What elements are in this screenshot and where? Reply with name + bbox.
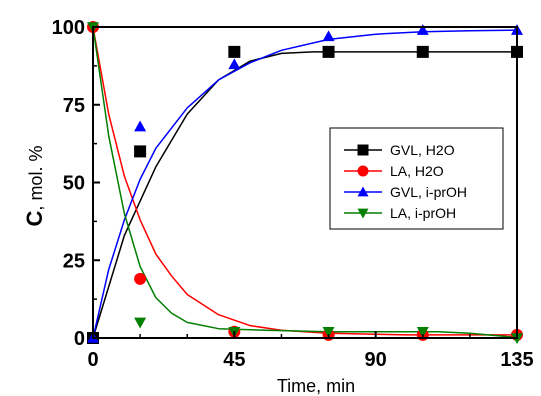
legend-marker (357, 165, 369, 177)
x-tick-label: 135 (500, 349, 533, 371)
legend-label: GVL, H2O (390, 142, 455, 158)
y-axis-title-unit: , mol. % (26, 146, 46, 211)
fit-curve-series-4 (92, 26, 518, 339)
data-point-series-1 (228, 45, 241, 58)
legend-label: LA, i-prOH (390, 205, 456, 221)
x-tick-label: 0 (87, 349, 98, 371)
y-axis-title: C, mol. % (22, 146, 47, 227)
data-point-series-1 (134, 145, 147, 158)
y-axis-title-main: C (22, 210, 47, 226)
y-tick-label: 100 (52, 17, 85, 39)
x-tick-label: 90 (365, 349, 387, 371)
data-point-series-2 (134, 272, 147, 285)
x-tick-label: 45 (223, 349, 245, 371)
y-tick-label: 75 (63, 95, 85, 117)
data-point-series-4 (322, 326, 335, 338)
legend-marker (357, 186, 369, 197)
data-point-series-3 (322, 30, 335, 42)
fit-curve-series-3 (92, 29, 518, 339)
legend-marker (357, 144, 369, 156)
data-point-series-4 (134, 317, 147, 329)
legend: GVL, H2O LA, H2O GVL, i-prOH LA, i-prOH (329, 127, 504, 230)
y-tick-label: 0 (74, 328, 85, 350)
data-point-series-3 (228, 58, 241, 70)
axis-ticks: 0 45 90 135 0 25 50 75 100 (52, 17, 534, 371)
data-point-series-1 (322, 45, 335, 58)
legend-label: GVL, i-prOH (390, 184, 467, 200)
y-tick-label: 50 (63, 173, 85, 195)
legend-label: LA, H2O (390, 163, 444, 179)
legend-marker (357, 208, 369, 219)
data-point-series-3 (134, 120, 147, 132)
data-point-series-4 (416, 326, 429, 338)
data-point-series-3 (416, 24, 429, 35)
y-tick-label: 25 (63, 250, 85, 272)
data-point-series-1 (416, 45, 429, 58)
fit-curve-series-1 (92, 51, 517, 339)
x-axis-title: Time, min (277, 376, 355, 396)
